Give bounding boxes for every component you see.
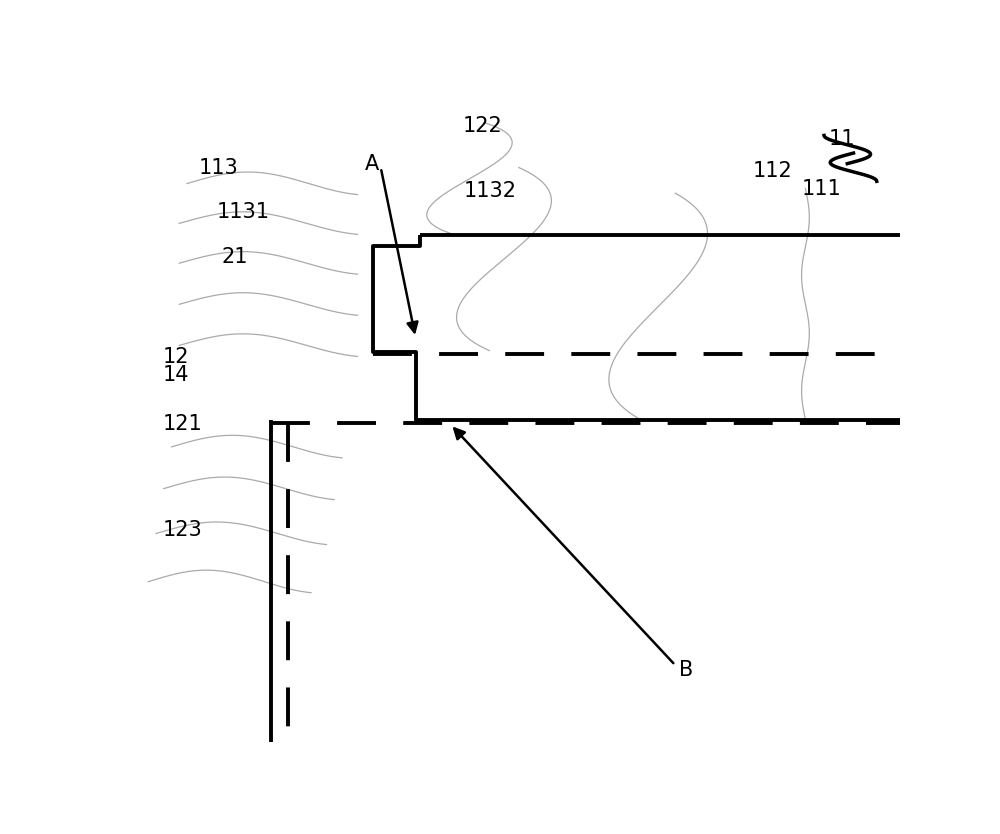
- Text: A: A: [365, 154, 380, 174]
- Text: 113: 113: [199, 158, 238, 178]
- Text: 123: 123: [162, 520, 202, 540]
- Text: 111: 111: [802, 178, 841, 198]
- Text: 14: 14: [162, 365, 189, 385]
- Text: B: B: [679, 661, 693, 681]
- Text: 1131: 1131: [216, 203, 269, 223]
- Text: 121: 121: [162, 414, 202, 435]
- Text: 12: 12: [162, 347, 189, 367]
- Text: 21: 21: [222, 248, 248, 268]
- Text: 11: 11: [829, 128, 855, 148]
- Text: 1132: 1132: [464, 181, 517, 201]
- Text: 112: 112: [753, 161, 792, 181]
- Text: 122: 122: [463, 116, 503, 136]
